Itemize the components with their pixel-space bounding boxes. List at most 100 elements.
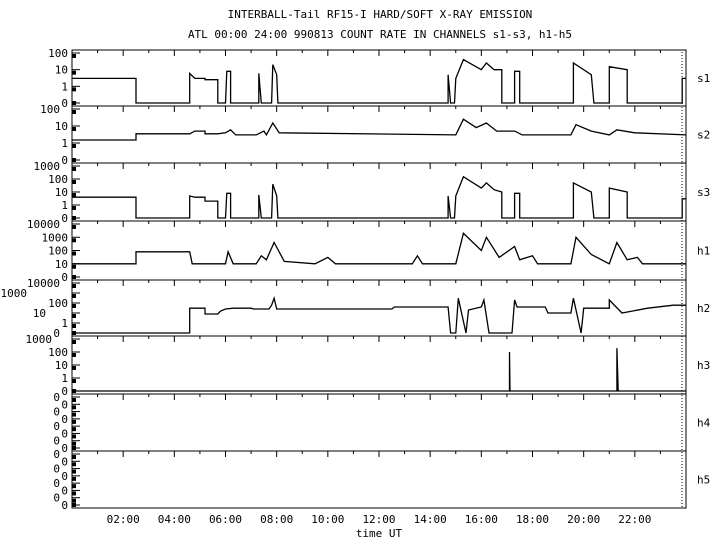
y-tick-label: 10 bbox=[55, 359, 68, 372]
right-axis-ticks bbox=[681, 450, 687, 509]
y-minor-ticks bbox=[72, 101, 76, 105]
x-axis-label: time UT bbox=[356, 527, 403, 540]
y-minor-ticks bbox=[72, 462, 76, 467]
y-minor-ticks bbox=[72, 340, 76, 344]
series-line-h1 bbox=[72, 232, 686, 265]
y-minor-ticks bbox=[72, 110, 76, 114]
x-tick-label: 04:00 bbox=[158, 513, 191, 526]
y-tick-label: 0 bbox=[61, 413, 68, 426]
y-tick-label: 0 bbox=[61, 442, 68, 455]
x-tick-label: 20:00 bbox=[567, 513, 600, 526]
panel-label-h3: h3 bbox=[697, 359, 710, 372]
y-tick-label: 0 bbox=[53, 463, 60, 476]
y-minor-ticks bbox=[72, 180, 76, 184]
panel-frame-h5 bbox=[71, 450, 687, 509]
y-minor-ticks bbox=[72, 251, 76, 256]
x-tick-label: 22:00 bbox=[618, 513, 651, 526]
y-minor-ticks bbox=[72, 455, 76, 459]
panel-frame-h3 bbox=[71, 335, 687, 395]
y-tick-label: 0 bbox=[61, 427, 68, 440]
series-line-s2 bbox=[72, 118, 687, 141]
y-tick-label: 10 bbox=[55, 258, 68, 271]
y-tick-label: 0 bbox=[61, 385, 68, 398]
panel-label-h5: h5 bbox=[697, 474, 710, 487]
y-tick-label: 100 bbox=[48, 297, 68, 310]
y-minor-ticks bbox=[72, 398, 76, 402]
chart-title: INTERBALL-Tail RF15-I HARD/SOFT X-RAY EM… bbox=[228, 8, 533, 21]
y-tick-label: 1 bbox=[61, 137, 68, 150]
x-tick-label: 08:00 bbox=[260, 513, 293, 526]
y-tick-label: 0 bbox=[61, 212, 68, 225]
y-minor-ticks bbox=[72, 206, 76, 210]
y-minor-ticks bbox=[72, 167, 76, 171]
y-minor-ticks bbox=[72, 70, 76, 75]
series-line-s3 bbox=[72, 175, 686, 219]
y-tick-label: 0 bbox=[61, 271, 68, 284]
y-tick-label: 100 bbox=[48, 245, 68, 258]
y-tick-label: 1 bbox=[61, 317, 68, 330]
y-minor-ticks bbox=[72, 314, 76, 318]
y-tick-label: 0 bbox=[53, 327, 60, 340]
panel-frame-h4 bbox=[71, 393, 687, 452]
panel-label-h1: h1 bbox=[697, 245, 710, 258]
y-tick-label: 0 bbox=[61, 455, 68, 468]
y-tick-label: 0 bbox=[53, 420, 60, 433]
y-minor-ticks bbox=[72, 379, 76, 383]
y-tick-label: 100 bbox=[40, 103, 60, 116]
y-minor-ticks bbox=[72, 238, 76, 243]
x-tick-label: 14:00 bbox=[414, 513, 447, 526]
y-tick-label: 1 bbox=[61, 199, 68, 212]
y-tick-label: 1 bbox=[61, 80, 68, 93]
y-tick-label: 0 bbox=[53, 492, 60, 505]
y-minor-ticks bbox=[72, 264, 76, 269]
y-minor-ticks bbox=[72, 284, 76, 288]
y-tick-label: 10 bbox=[33, 307, 46, 320]
y-minor-ticks bbox=[72, 216, 76, 220]
y-minor-ticks bbox=[72, 127, 76, 131]
y-minor-ticks bbox=[72, 405, 76, 410]
series-line-h3 bbox=[72, 348, 686, 392]
y-minor-ticks bbox=[72, 158, 76, 162]
y-tick-label: 10 bbox=[55, 186, 68, 199]
y-minor-ticks bbox=[72, 446, 76, 450]
y-minor-ticks bbox=[72, 144, 76, 148]
x-tick-label: 12:00 bbox=[362, 513, 395, 526]
right-axis-ticks bbox=[681, 393, 687, 452]
y-tick-label: 100 bbox=[48, 173, 68, 186]
y-tick-label: 0 bbox=[61, 499, 68, 512]
y-tick-label: 0 bbox=[61, 470, 68, 483]
y-minor-ticks bbox=[72, 193, 76, 197]
y-tick-label: 0 bbox=[61, 97, 68, 110]
y-tick-label: 0 bbox=[53, 391, 60, 404]
panel-label-h4: h4 bbox=[697, 417, 711, 430]
y-tick-label: 0 bbox=[61, 398, 68, 411]
y-minor-ticks bbox=[72, 419, 76, 424]
y-minor-ticks bbox=[72, 476, 76, 481]
right-axis-ticks bbox=[681, 279, 687, 337]
y-minor-ticks bbox=[72, 503, 76, 507]
panel-label-s2: s2 bbox=[697, 129, 710, 142]
y-minor-ticks bbox=[72, 469, 76, 474]
chart-subtitle: ATL 00:00 24:00 990813 COUNT RATE IN CHA… bbox=[188, 28, 572, 41]
y-tick-label: 10 bbox=[55, 64, 68, 77]
panel-label-h2: h2 bbox=[697, 302, 710, 315]
y-tick-label: 0 bbox=[53, 406, 60, 419]
y-minor-ticks bbox=[72, 294, 76, 298]
y-tick-label: 1000 bbox=[34, 160, 61, 173]
y-minor-ticks bbox=[72, 434, 76, 439]
y-minor-ticks bbox=[72, 324, 76, 328]
panel-label-s1: s1 bbox=[697, 72, 710, 85]
y-tick-label: 0 bbox=[53, 448, 60, 461]
x-tick-label: 16:00 bbox=[465, 513, 498, 526]
x-tick-label: 18:00 bbox=[516, 513, 549, 526]
y-tick-label: 10 bbox=[55, 120, 68, 133]
right-axis-ticks bbox=[681, 220, 687, 281]
y-minor-ticks bbox=[72, 484, 76, 489]
y-minor-ticks bbox=[72, 87, 76, 92]
x-tick-label: 02:00 bbox=[107, 513, 140, 526]
